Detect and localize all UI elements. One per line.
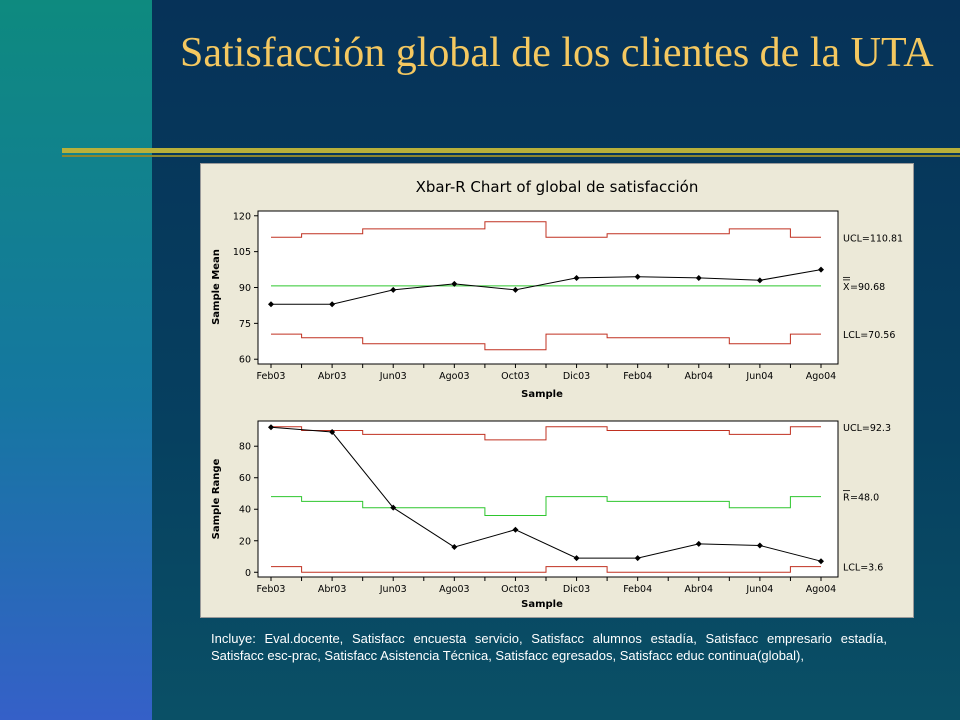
range-x-tick-label: Feb03 xyxy=(257,584,286,595)
range-data-point xyxy=(268,424,274,431)
range-center-label: =48.0 xyxy=(850,493,879,504)
chart-title: Xbar-R Chart of global de satisfacción xyxy=(416,178,699,196)
slide-title: Satisfacción global de los clientes de l… xyxy=(180,30,934,76)
range-y-tick-label: 60 xyxy=(239,473,251,484)
mean-y-tick-label: 60 xyxy=(239,355,251,366)
range-data-point xyxy=(390,504,397,511)
mean-lcl-label: LCL=70.56 xyxy=(843,330,895,341)
range-ucl-label: UCL=92.3 xyxy=(843,423,891,434)
mean-x-tick-label: Abr04 xyxy=(685,371,714,382)
range-x-tick-label: Feb04 xyxy=(623,584,652,595)
mean-center-label: =90.68 xyxy=(850,282,885,293)
mean-data-point xyxy=(390,286,397,293)
mean-x-tick-label: Dic03 xyxy=(563,371,590,382)
range-data-point xyxy=(695,540,702,547)
range-data-point xyxy=(329,429,336,436)
mean-x-tick-label: Jun04 xyxy=(745,371,773,382)
range-y-tick-label: 40 xyxy=(239,505,251,516)
mean-y-tick-label: 120 xyxy=(233,211,251,222)
mean-data-point xyxy=(634,273,641,280)
range-plot-frame xyxy=(257,420,839,578)
range-data-point xyxy=(573,555,580,562)
left-accent-strip xyxy=(0,0,152,720)
range-data-point xyxy=(818,558,824,565)
mean-data-point xyxy=(512,286,519,293)
title-underline-shadow xyxy=(62,155,960,157)
range-x-tick-label: Oct03 xyxy=(501,584,530,595)
range-chart: 0 20 40 60 80 Feb03 Abr03 Jun03 Ago03 Oct03 Dic03 F… xyxy=(211,420,891,610)
range-y-label: Sample Range xyxy=(211,458,222,539)
range-x-tick-label: Ago04 xyxy=(806,584,836,595)
mean-plot-frame xyxy=(257,210,839,365)
range-center-line xyxy=(271,496,821,516)
range-x-tick-label: Dic03 xyxy=(563,584,590,595)
range-center-symbol: R xyxy=(843,493,850,504)
range-lcl-label: LCL=3.6 xyxy=(843,563,883,574)
mean-x-tick-label: Ago04 xyxy=(806,371,836,382)
mean-chart: 60 75 90 105 120 Feb03 Abr03 Jun03 Ago03 Oct03 Dic… xyxy=(211,210,903,400)
mean-data-point xyxy=(756,277,763,284)
mean-center-symbol: X xyxy=(843,282,850,293)
mean-x-tick-label: Feb03 xyxy=(257,371,286,382)
range-lcl-line xyxy=(271,566,821,573)
mean-data-point xyxy=(268,301,274,308)
range-x-tick-label: Jun03 xyxy=(379,584,407,595)
xbar-r-chart-panel: Xbar-R Chart of global de satisfacción 6… xyxy=(200,163,914,618)
mean-y-tick-label: 90 xyxy=(239,283,251,294)
footnote-text: Incluye: Eval.docente, Satisfacc encuest… xyxy=(211,631,887,663)
mean-x-tick-label: Oct03 xyxy=(501,371,530,382)
range-x-label: Sample xyxy=(521,599,563,610)
range-y-tick-label: 80 xyxy=(239,442,251,453)
range-ucl-line xyxy=(271,426,821,441)
range-data-point xyxy=(451,544,458,551)
range-data-point xyxy=(512,526,519,533)
mean-y-tick-label: 105 xyxy=(233,247,251,258)
xbar-r-chart: Xbar-R Chart of global de satisfacción 6… xyxy=(211,178,903,610)
mean-y-label: Sample Mean xyxy=(211,249,222,325)
mean-x-tick-label: Feb04 xyxy=(623,371,652,382)
range-x-tick-label: Ago03 xyxy=(439,584,469,595)
mean-x-label: Sample xyxy=(521,389,563,400)
mean-x-tick-label: Abr03 xyxy=(318,371,347,382)
range-y-tick-label: 20 xyxy=(239,536,251,547)
mean-x-tick-label: Ago03 xyxy=(439,371,469,382)
mean-data-point xyxy=(329,301,336,308)
mean-x-tick-label: Jun03 xyxy=(379,371,407,382)
range-data-point xyxy=(756,542,763,549)
range-x-tick-label: Jun04 xyxy=(745,584,773,595)
mean-data-point xyxy=(818,266,824,273)
mean-y-tick-label: 75 xyxy=(239,319,251,330)
range-y-tick-label: 0 xyxy=(245,568,251,579)
mean-data-point xyxy=(451,280,458,287)
mean-data-line xyxy=(271,269,822,305)
range-x-tick-label: Abr04 xyxy=(685,584,714,595)
range-x-tick-label: Abr03 xyxy=(318,584,347,595)
range-data-point xyxy=(634,555,641,562)
mean-lcl-line xyxy=(271,333,821,351)
mean-data-point xyxy=(573,274,580,281)
mean-data-point xyxy=(695,274,702,281)
mean-ucl-label: UCL=110.81 xyxy=(843,233,903,244)
mean-ucl-line xyxy=(271,221,821,238)
title-underline xyxy=(62,148,960,153)
range-data-line xyxy=(270,426,822,562)
